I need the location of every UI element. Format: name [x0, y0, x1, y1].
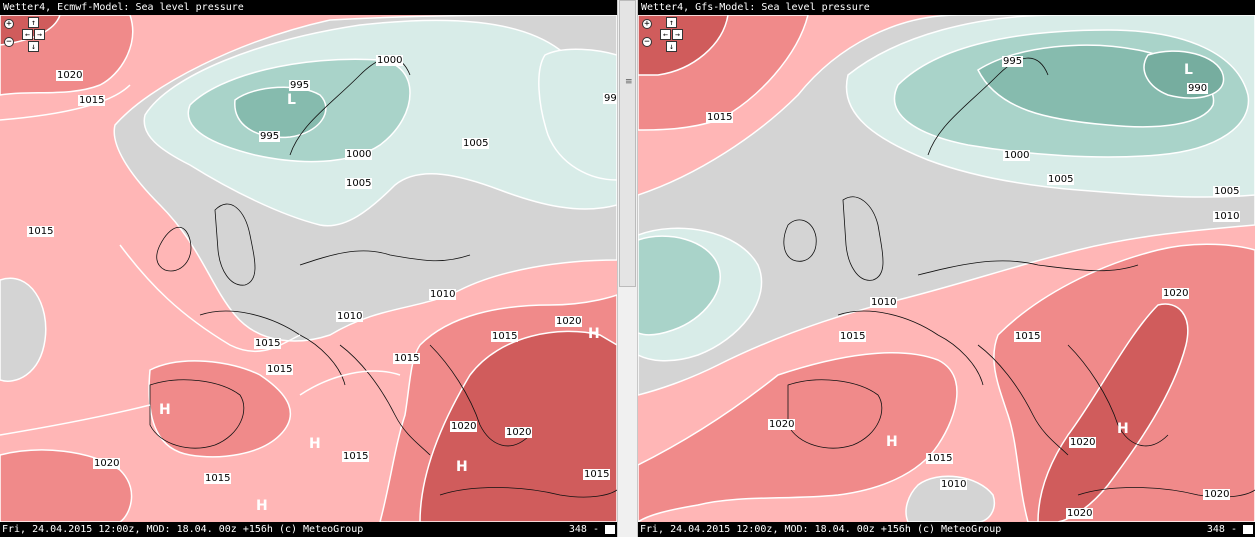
isobar-label: 995 — [289, 80, 311, 91]
gfs-map-panel[interactable]: Wetter4, Gfs-Model: Sea level pressure — [638, 0, 1255, 537]
isobar-label: 990 — [1187, 83, 1209, 94]
isobar-label: 1020 — [768, 419, 796, 430]
isobar-label: 1000 — [1003, 150, 1031, 161]
isobar-label: 1020 — [56, 70, 84, 81]
footer-scroll-box[interactable] — [605, 525, 615, 534]
high-pressure-center: H — [1117, 421, 1129, 437]
high-pressure-center: H — [159, 402, 171, 418]
isobar-label: 1020 — [1069, 437, 1097, 448]
isobar-label: 1015 — [342, 451, 370, 462]
isobar-label: 1000 — [345, 149, 373, 160]
high-pressure-center: H — [588, 326, 600, 342]
isobar-label: 1015 — [393, 353, 421, 364]
coastlines — [149, 57, 617, 498]
pan-up-button[interactable]: ↑ — [666, 17, 677, 28]
isobar-label: 1010 — [940, 479, 968, 490]
isobar-label: 1015 — [254, 338, 282, 349]
high-region-iberia — [148, 360, 291, 458]
isobar-label: 1020 — [1066, 508, 1094, 519]
gfs-map-navigation: + − ↑ ← → ↓ — [640, 17, 686, 53]
gfs-map-title: Wetter4, Gfs-Model: Sea level pressure — [638, 0, 1255, 15]
pan-left-button[interactable]: ← — [22, 29, 33, 40]
isobar-label: 1015 — [1014, 331, 1042, 342]
isobar-label: 1015 — [78, 95, 106, 106]
page-indicator: 348 - — [568, 524, 599, 535]
low-pressure-center: L — [1184, 62, 1193, 78]
high-pressure-center: H — [256, 498, 268, 514]
coastlines — [783, 57, 1255, 498]
isobar-label: 1005 — [1213, 186, 1241, 197]
pan-right-button[interactable]: → — [672, 29, 683, 40]
isobar-label: 1020 — [555, 316, 583, 327]
low-region-995 — [234, 86, 327, 139]
isobar-label: 1015 — [839, 331, 867, 342]
isobar-label: 1015 — [266, 364, 294, 375]
isobar-label: 1015 — [204, 473, 232, 484]
isobar-label: 1015 — [491, 331, 519, 342]
footer-info: Fri, 24.04.2015 12:00z, MOD: 18.04. 00z … — [640, 524, 1002, 535]
ecmwf-map-footer: Fri, 24.04.2015 12:00z, MOD: 18.04. 00z … — [0, 522, 617, 537]
gfs-map-footer: Fri, 24.04.2015 12:00z, MOD: 18.04. 00z … — [638, 522, 1255, 537]
low-region-ne — [538, 48, 617, 181]
isobar-label: 1015 — [706, 112, 734, 123]
ecmwf-pressure-map[interactable] — [0, 15, 617, 522]
high-pressure-center: H — [456, 459, 468, 475]
ecmwf-map-title: Wetter4, Ecmwf-Model: Sea level pressure — [0, 0, 617, 15]
splitter-grip[interactable]: ≡ — [619, 0, 636, 287]
isobar-label: 1000 — [376, 55, 404, 66]
low-pressure-center: L — [287, 92, 296, 108]
isobar-label: 1005 — [462, 138, 490, 149]
pan-up-button[interactable]: ↑ — [28, 17, 39, 28]
isobar-label: 1015 — [27, 226, 55, 237]
footer-info: Fri, 24.04.2015 12:00z, MOD: 18.04. 00z … — [2, 524, 364, 535]
footer-scroll-box[interactable] — [1243, 525, 1253, 534]
high-region-south — [638, 352, 958, 522]
isobar-label: 1020 — [450, 421, 478, 432]
isobar-label: 1010 — [429, 289, 457, 300]
isobar-label: 995 — [1002, 56, 1024, 67]
low-region-west-core — [638, 235, 721, 336]
high-pressure-center: H — [309, 436, 321, 452]
ecmwf-map-panel[interactable]: Wetter4, Ecmwf-Model: Sea level pressure — [0, 0, 617, 537]
zoom-in-button[interactable]: + — [642, 19, 652, 29]
isobar-label: 1020 — [1203, 489, 1231, 500]
zoom-out-button[interactable]: − — [642, 37, 652, 47]
isobar-label: 1020 — [1162, 288, 1190, 299]
isobar-label: 1005 — [345, 178, 373, 189]
panel-splitter[interactable]: ≡ — [617, 0, 638, 537]
isobar-label: 1010 — [1213, 211, 1241, 222]
grip-icon: ≡ — [625, 77, 633, 87]
isobar-label: 1005 — [1047, 174, 1075, 185]
high-pressure-center: H — [886, 434, 898, 450]
ecmwf-map-navigation: + − ↑ ← → ↓ — [2, 17, 48, 53]
pan-right-button[interactable]: → — [34, 29, 45, 40]
neutral-region-west — [0, 277, 47, 382]
neutral-region-south — [905, 475, 995, 522]
isobar-label: 99 — [603, 93, 617, 104]
zoom-in-button[interactable]: + — [4, 19, 14, 29]
isobar-label: 995 — [259, 131, 281, 142]
zoom-out-button[interactable]: − — [4, 37, 14, 47]
page-indicator: 348 - — [1206, 524, 1237, 535]
isobar-label: 1020 — [505, 427, 533, 438]
isobar-label: 1015 — [926, 453, 954, 464]
pan-down-button[interactable]: ↓ — [666, 41, 677, 52]
isobar-label: 1010 — [870, 297, 898, 308]
isobar-label: 1020 — [93, 458, 121, 469]
pan-left-button[interactable]: ← — [660, 29, 671, 40]
gfs-pressure-map[interactable] — [638, 15, 1255, 522]
pan-down-button[interactable]: ↓ — [28, 41, 39, 52]
isobar-label: 1015 — [583, 469, 611, 480]
isobar-label: 1010 — [336, 311, 364, 322]
high-core-se — [419, 330, 617, 522]
